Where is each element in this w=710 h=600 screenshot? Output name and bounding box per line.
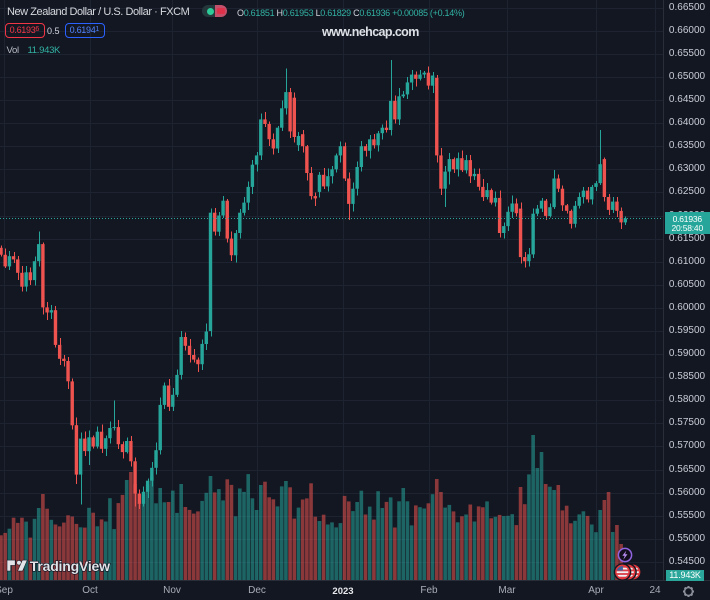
- svg-text:TradingView: TradingView: [30, 558, 110, 574]
